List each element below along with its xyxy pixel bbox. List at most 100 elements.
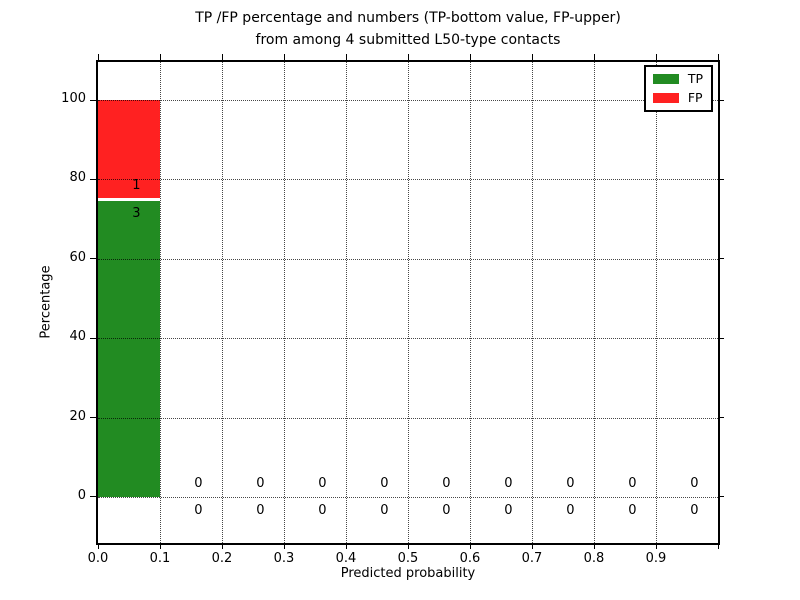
y-tick-label: 40	[69, 329, 86, 345]
tp-count-label: 0	[256, 503, 265, 519]
x-tick-mark	[283, 543, 285, 549]
x-tick-label: 0.7	[521, 551, 543, 566]
y-tick-mark	[90, 496, 96, 498]
y-tick-label: 100	[61, 91, 86, 107]
fp-count-label: 0	[380, 475, 389, 491]
tp-count-label: 3	[132, 205, 141, 221]
x-tick-mark	[221, 543, 223, 549]
legend-swatch-fp	[652, 92, 679, 103]
y-tick-mark-right	[718, 496, 724, 498]
fp-count-label: 0	[628, 475, 637, 491]
x-tick-mark-top	[407, 54, 409, 60]
legend-item: FP	[652, 90, 703, 105]
chart-title-line2: from among 4 submitted L50-type contacts	[255, 32, 561, 48]
x-tick-label: 0.3	[273, 551, 295, 566]
gridline-vertical	[160, 62, 161, 543]
y-tick-label: 60	[69, 249, 86, 265]
chart-title-line1: TP /FP percentage and numbers (TP-bottom…	[195, 10, 621, 26]
fp-count-label: 0	[442, 475, 451, 491]
x-tick-mark-top	[531, 54, 533, 60]
x-tick-mark	[531, 543, 533, 549]
x-tick-label: 0.1	[149, 551, 171, 566]
y-tick-mark	[90, 337, 96, 339]
fp-count-label: 0	[318, 475, 327, 491]
tp-count-label: 0	[318, 503, 327, 519]
fp-count-label: 0	[194, 475, 203, 491]
gridline-horizontal	[98, 417, 718, 419]
fp-count-label: 1	[132, 177, 141, 193]
x-tick-mark	[345, 543, 347, 549]
legend-label: FP	[687, 90, 703, 105]
fp-count-label: 0	[690, 475, 699, 491]
y-tick-label: 0	[77, 487, 86, 503]
gridline-horizontal	[98, 496, 718, 498]
gridline-vertical	[532, 62, 533, 543]
x-tick-mark	[469, 543, 471, 549]
legend: TP FP	[643, 65, 713, 112]
y-tick-mark	[90, 99, 96, 101]
plot-area: 0.0 0.1 0.2 0.3 0.4 0.5 0.6 0.7 0.8 0.9 0 20 40 60 80 1…	[61, 54, 724, 566]
x-tick-mark-top	[97, 54, 99, 60]
fp-count-label: 0	[566, 475, 575, 491]
x-tick-mark-top	[221, 54, 223, 60]
y-tick-mark-right	[718, 99, 724, 101]
legend-label: TP	[687, 71, 703, 86]
chart-title: TP /FP percentage and numbers (TP-bottom…	[98, 7, 718, 51]
y-tick-mark-right	[718, 178, 724, 180]
x-tick-mark	[655, 543, 657, 549]
x-tick-mark	[717, 543, 719, 549]
gridline-horizontal	[98, 100, 718, 102]
gridline-vertical	[470, 62, 471, 543]
x-tick-mark	[159, 543, 161, 549]
x-tick-mark-top	[655, 54, 657, 60]
tp-count-label: 0	[628, 503, 637, 519]
y-tick-mark	[90, 258, 96, 260]
fp-count-label: 0	[256, 475, 265, 491]
tp-count-label: 0	[380, 503, 389, 519]
x-tick-label: 0.2	[211, 551, 233, 566]
y-tick-mark-right	[718, 258, 724, 260]
y-tick-label: 20	[69, 408, 86, 424]
x-tick-mark	[97, 543, 99, 549]
y-tick-mark-right	[718, 417, 724, 419]
y-tick-mark	[90, 178, 96, 180]
y-tick-label: 80	[69, 170, 86, 186]
fp-count-label: 0	[504, 475, 513, 491]
x-tick-mark-top	[593, 54, 595, 60]
gridline-vertical	[222, 62, 223, 543]
legend-swatch-tp	[652, 73, 679, 84]
x-tick-label: 0.8	[583, 551, 605, 566]
legend-item: TP	[652, 71, 703, 86]
x-tick-label: 0.4	[335, 551, 357, 566]
y-tick-mark	[90, 417, 96, 419]
gridline-vertical	[284, 62, 285, 543]
x-tick-mark	[407, 543, 409, 549]
x-tick-mark	[593, 543, 595, 549]
tp-count-label: 0	[566, 503, 575, 519]
y-tick-mark-right	[718, 337, 724, 339]
x-tick-mark-top	[469, 54, 471, 60]
gridline-horizontal	[98, 179, 718, 181]
x-tick-mark-top	[345, 54, 347, 60]
x-tick-label: 0.5	[397, 551, 419, 566]
bar-fp-segment	[98, 100, 160, 198]
x-tick-label: 0.0	[87, 551, 109, 566]
x-tick-mark-top	[283, 54, 285, 60]
gridline-vertical	[656, 62, 657, 543]
x-axis-label: Predicted probability	[340, 566, 476, 581]
tp-count-label: 0	[690, 503, 699, 519]
gridline-vertical	[346, 62, 347, 543]
x-tick-label: 0.9	[645, 551, 667, 566]
bar-tp-segment	[98, 200, 160, 497]
gridline-vertical	[594, 62, 595, 543]
x-tick-mark-top	[717, 54, 719, 60]
gridline-horizontal	[98, 338, 718, 340]
x-tick-label: 0.6	[459, 551, 481, 566]
y-axis-label: Percentage	[38, 265, 54, 339]
gridline-horizontal	[98, 258, 718, 260]
tp-count-label: 0	[504, 503, 513, 519]
gridline-vertical	[408, 62, 409, 543]
tp-count-label: 0	[194, 503, 203, 519]
tp-count-label: 0	[442, 503, 451, 519]
